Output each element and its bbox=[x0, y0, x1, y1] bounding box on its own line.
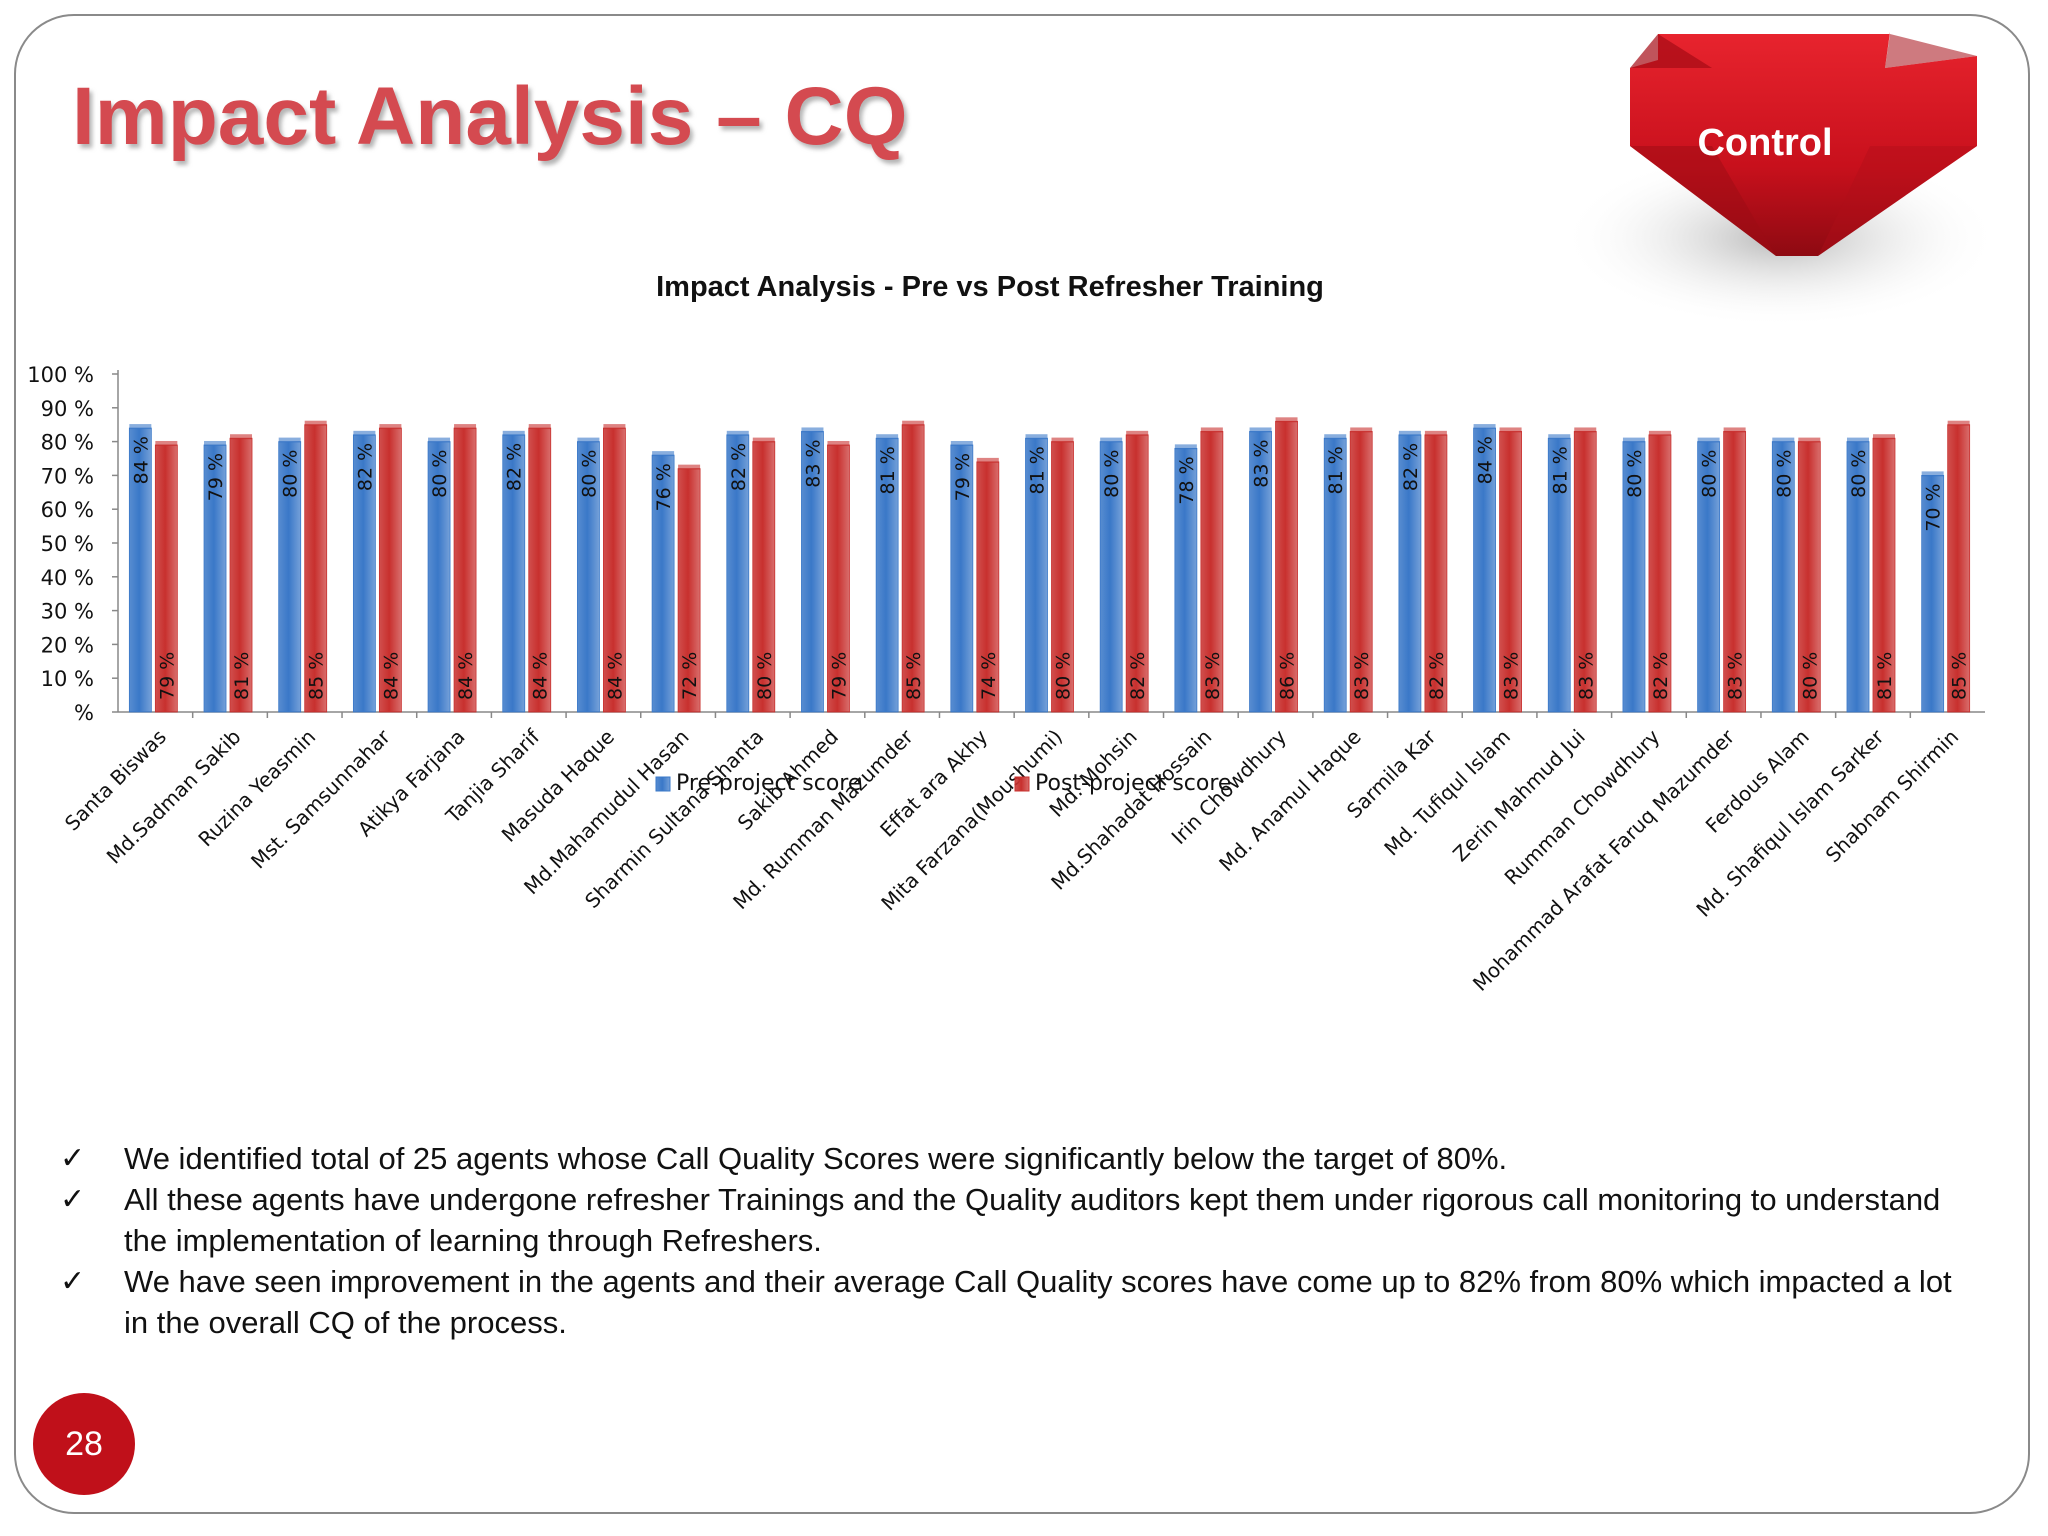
y-tick-label: 80 % bbox=[41, 431, 94, 455]
data-label: 81 % bbox=[1549, 446, 1571, 494]
legend-label: Pre-project score bbox=[676, 771, 861, 796]
data-label: 83 % bbox=[802, 439, 824, 487]
bar-chart: Impact Analysis - Pre vs Post Refresher … bbox=[27, 271, 1985, 996]
data-label: 78 % bbox=[1176, 456, 1198, 504]
bullet-text: We identified total of 25 agents whose C… bbox=[124, 1141, 1508, 1176]
data-label: 84 % bbox=[604, 652, 626, 700]
data-label: 84 % bbox=[130, 436, 152, 484]
data-label: 80 % bbox=[1053, 652, 1075, 700]
data-labels: 84 % 79 % 79 % 81 % 80 % 85 % 82 % 84 % 80 % 84 %… bbox=[130, 436, 1970, 700]
data-label: 83 % bbox=[1202, 652, 1224, 700]
bars bbox=[128, 417, 1971, 713]
y-tick-label: 30 % bbox=[41, 600, 94, 624]
category-label: Zerin Mahmud Jui bbox=[1448, 725, 1590, 867]
data-label: 84 % bbox=[530, 652, 552, 700]
data-label: 80 % bbox=[578, 450, 600, 498]
y-tick-label: 90 % bbox=[41, 397, 94, 421]
data-label: 84 % bbox=[380, 652, 402, 700]
data-label: 80 % bbox=[429, 450, 451, 498]
data-label: 82 % bbox=[1650, 652, 1672, 700]
data-label: 83 % bbox=[1251, 439, 1273, 487]
data-label: 83 % bbox=[1351, 652, 1373, 700]
check-icon: ✓ bbox=[60, 1141, 86, 1176]
data-label: 79 % bbox=[828, 652, 850, 700]
data-label: 85 % bbox=[903, 652, 925, 700]
data-label: 85 % bbox=[306, 652, 328, 700]
data-label: 80 % bbox=[280, 450, 302, 498]
data-label: 79 % bbox=[156, 652, 178, 700]
check-icon: ✓ bbox=[60, 1182, 86, 1217]
slide-title: Impact Analysis – CQ bbox=[72, 71, 908, 162]
data-label: 80 % bbox=[1799, 652, 1821, 700]
category-label: Mohammad Arafat Faruq Mazumder bbox=[1468, 724, 1740, 996]
bullet-text: We have seen improvement in the agents a… bbox=[124, 1264, 1952, 1340]
bullet-item: ✓ We have seen improvement in the agents … bbox=[60, 1261, 1960, 1343]
data-label: 70 % bbox=[1923, 483, 1945, 531]
data-label: 82 % bbox=[1426, 652, 1448, 700]
control-arrow-badge bbox=[1560, 32, 2000, 328]
data-label: 85 % bbox=[1949, 652, 1971, 700]
data-label: 82 % bbox=[354, 443, 376, 491]
category-label: Mst. Samsunnahar bbox=[246, 724, 395, 873]
y-tick-label: 40 % bbox=[41, 566, 94, 590]
y-tick-label: % bbox=[74, 701, 94, 725]
y-tick-label: 70 % bbox=[41, 464, 94, 488]
category-label: Md. Tufiqul Islam bbox=[1379, 725, 1515, 861]
data-label: 81 % bbox=[1325, 446, 1347, 494]
data-label: 82 % bbox=[1400, 443, 1422, 491]
legend: Pre-project score Post-project score bbox=[655, 771, 1231, 796]
data-label: 80 % bbox=[1773, 450, 1795, 498]
data-label: 80 % bbox=[1624, 450, 1646, 498]
chart-title: Impact Analysis - Pre vs Post Refresher … bbox=[656, 271, 1324, 303]
data-label: 81 % bbox=[1874, 652, 1896, 700]
category-label: Md. Anamul Haque bbox=[1214, 725, 1366, 877]
data-label: 80 % bbox=[1699, 450, 1721, 498]
check-icon: ✓ bbox=[60, 1264, 86, 1299]
data-label: 84 % bbox=[1475, 436, 1497, 484]
data-label: 82 % bbox=[1127, 652, 1149, 700]
data-label: 72 % bbox=[679, 652, 701, 700]
data-label: 81 % bbox=[231, 652, 253, 700]
control-label: Control bbox=[1697, 122, 1833, 164]
data-label: 81 % bbox=[1027, 446, 1049, 494]
data-label: 80 % bbox=[754, 652, 776, 700]
data-label: 86 % bbox=[1277, 652, 1299, 700]
category-label: Md.Sadman Sakib bbox=[102, 725, 246, 869]
legend-label: Post-project score bbox=[1035, 771, 1231, 796]
data-label: 79 % bbox=[205, 453, 227, 501]
y-tick-label: 10 % bbox=[41, 667, 94, 691]
y-tick-label: 50 % bbox=[41, 532, 94, 556]
data-label: 79 % bbox=[952, 453, 974, 501]
data-label: 82 % bbox=[728, 443, 750, 491]
y-tick-label: 100 % bbox=[27, 363, 94, 387]
y-tick-label: 60 % bbox=[41, 498, 94, 522]
legend-swatch bbox=[655, 776, 671, 792]
y-tick-label: 20 % bbox=[41, 633, 94, 657]
data-label: 74 % bbox=[978, 652, 1000, 700]
bullet-text: All these agents have undergone refreshe… bbox=[124, 1182, 1941, 1258]
data-label: 80 % bbox=[1101, 450, 1123, 498]
data-label: 80 % bbox=[1848, 450, 1870, 498]
bullet-list: ✓ We identified total of 25 agents whose … bbox=[60, 1138, 1960, 1343]
bullet-item: ✓ All these agents have undergone refresh… bbox=[60, 1179, 1960, 1261]
data-label: 81 % bbox=[877, 446, 899, 494]
data-label: 82 % bbox=[504, 443, 526, 491]
data-label: 83 % bbox=[1575, 652, 1597, 700]
page-number: 28 bbox=[33, 1393, 135, 1495]
bullet-item: ✓ We identified total of 25 agents whose … bbox=[60, 1138, 1960, 1179]
data-label: 84 % bbox=[455, 652, 477, 700]
legend-swatch bbox=[1014, 776, 1030, 792]
data-label: 76 % bbox=[653, 463, 675, 511]
data-label: 83 % bbox=[1501, 652, 1523, 700]
data-label: 83 % bbox=[1725, 652, 1747, 700]
category-label: Shabnam Shirmin bbox=[1821, 725, 1964, 868]
